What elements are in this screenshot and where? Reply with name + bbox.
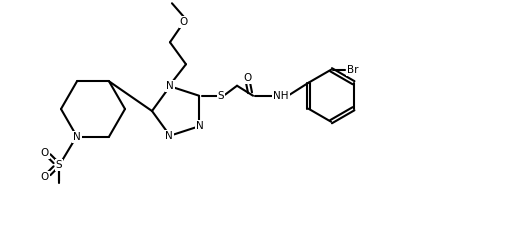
Text: N: N xyxy=(165,131,173,141)
Text: O: O xyxy=(41,148,49,158)
Text: Br: Br xyxy=(347,65,359,75)
Text: S: S xyxy=(56,160,62,170)
Text: O: O xyxy=(41,172,49,182)
Text: S: S xyxy=(218,91,224,101)
Text: O: O xyxy=(243,73,251,83)
Text: N: N xyxy=(166,81,174,91)
Text: N: N xyxy=(73,132,81,142)
Text: N: N xyxy=(196,121,204,131)
Text: NH: NH xyxy=(274,91,289,101)
Text: O: O xyxy=(180,17,188,27)
